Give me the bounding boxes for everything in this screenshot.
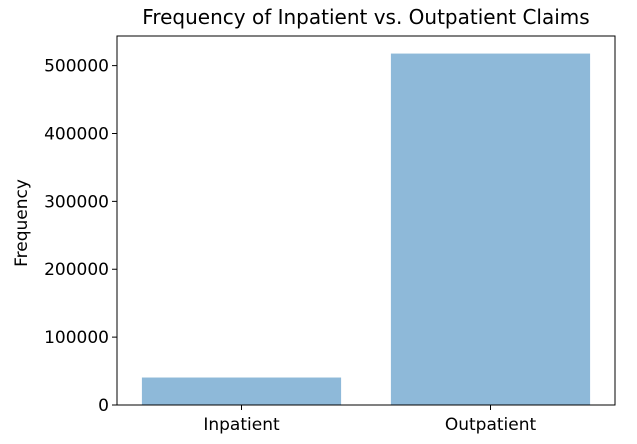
bar-inpatient [141, 377, 342, 405]
bars [141, 53, 591, 405]
y-tick-label: 100000 [44, 328, 109, 348]
y-tick-label: 200000 [44, 260, 109, 280]
y-tick-label: 300000 [44, 192, 109, 212]
axes-frame [116, 35, 616, 406]
x-tick-label: Outpatient [445, 415, 537, 435]
x-tick-label: Inpatient [203, 415, 280, 435]
bar-outpatient [390, 53, 591, 405]
y-tick-label: 400000 [44, 124, 109, 144]
y-tick-label: 0 [98, 396, 109, 416]
y-axis: 0 100000 200000 300000 400000 500000 [44, 57, 117, 416]
chart-title: Frequency of Inpatient vs. Outpatient Cl… [142, 5, 589, 29]
y-tick-label: 500000 [44, 57, 109, 77]
x-axis: Inpatient Outpatient [203, 405, 536, 435]
plot-frame [116, 35, 616, 406]
y-axis-label: Frequency [12, 179, 32, 267]
